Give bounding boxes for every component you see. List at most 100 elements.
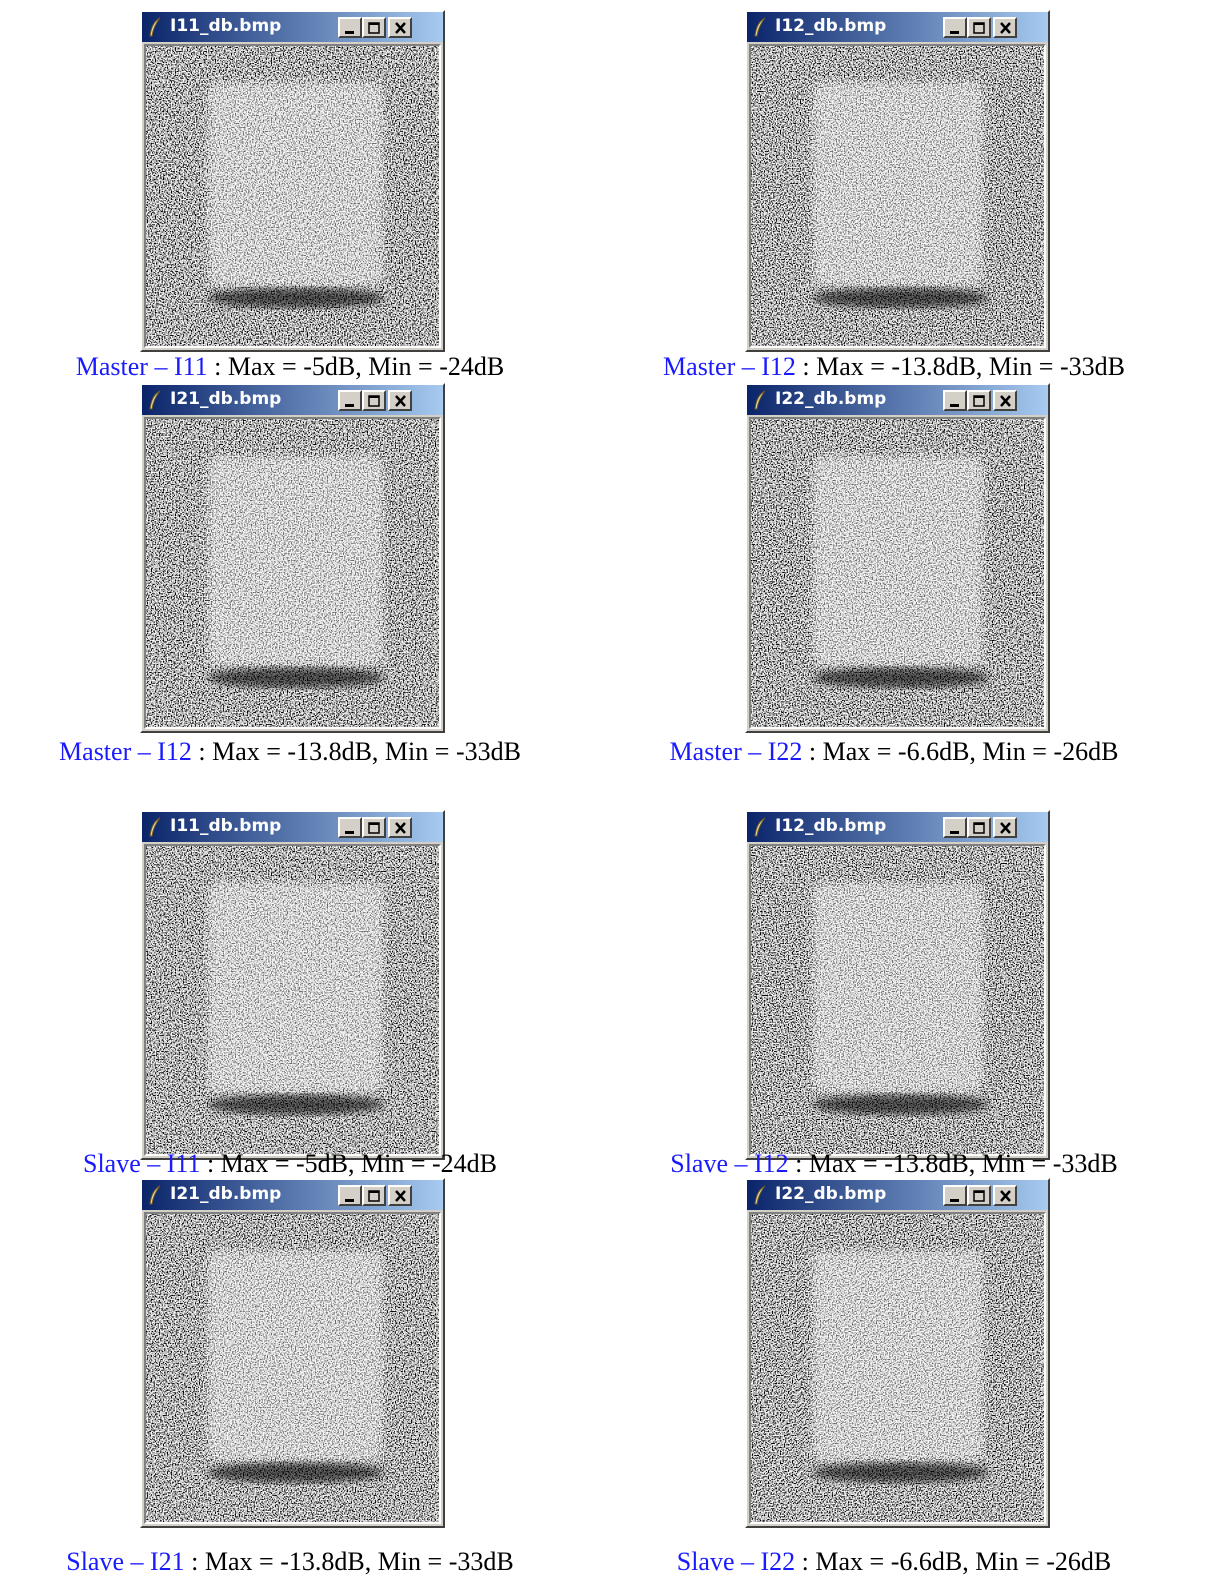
caption-text: : Max = -13.8dB, Min = -33dB [796,352,1125,381]
window-icon [753,817,767,837]
caption-text: : Max = -6.6dB, Min = -26dB [802,737,1118,766]
close-button[interactable] [388,817,412,838]
caption-label: Slave – I12 [670,1149,788,1178]
title-bar: I11_db.bmp [142,812,443,842]
minimize-button-glyph [340,19,360,36]
caption: Slave – I11 : Max = -5dB, Min = -24dB [0,1149,590,1179]
minimize-button-glyph [945,819,965,836]
caption-label: Master – I11 [76,352,208,381]
close-button[interactable] [388,17,412,38]
title-bar: I12_db.bmp [747,812,1048,842]
caption-label: Master – I12 [663,352,796,381]
window-icon [148,817,162,837]
window: I22_db.bmp [745,383,1050,733]
maximize-button-glyph [364,1187,384,1204]
maximize-button[interactable] [967,817,991,838]
window-icon [753,1185,767,1205]
minimize-button[interactable] [943,1185,967,1206]
maximize-button-glyph [969,19,989,36]
close-button-glyph [995,19,1015,36]
minimize-button-glyph [340,819,360,836]
close-button[interactable] [993,1185,1017,1206]
minimize-button-glyph [945,1187,965,1204]
maximize-button-glyph [969,1187,989,1204]
title-bar: I12_db.bmp [747,12,1048,42]
window-title: I12_db.bmp [775,816,886,836]
maximize-button-glyph [364,19,384,36]
window-title: I22_db.bmp [775,1184,886,1204]
window: I11_db.bmp [140,10,445,352]
caption: Slave – I12 : Max = -13.8dB, Min = -33dB [594,1149,1194,1179]
caption: Master – I11 : Max = -5dB, Min = -24dB [0,352,590,382]
window-title: I21_db.bmp [170,1184,281,1204]
close-button-glyph [995,1187,1015,1204]
maximize-button-glyph [969,392,989,409]
minimize-button-glyph [945,392,965,409]
minimize-button[interactable] [943,17,967,38]
noise-image [749,44,1046,348]
caption-text: : Max = -13.8dB, Min = -33dB [789,1149,1118,1178]
title-bar: I11_db.bmp [142,12,443,42]
window-title: I12_db.bmp [775,16,886,36]
maximize-button[interactable] [362,17,386,38]
close-button[interactable] [388,390,412,411]
window-icon [753,17,767,37]
caption-text: : Max = -5dB, Min = -24dB [200,1149,497,1178]
minimize-button-glyph [945,19,965,36]
close-button-glyph [390,1187,410,1204]
window: I11_db.bmp [140,810,445,1160]
close-button[interactable] [993,817,1017,838]
maximize-button[interactable] [362,817,386,838]
window-icon [148,390,162,410]
maximize-button[interactable] [967,390,991,411]
caption: Slave – I21 : Max = -13.8dB, Min = -33dB [0,1547,590,1577]
maximize-button[interactable] [967,17,991,38]
close-button-glyph [390,19,410,36]
caption-text: : Max = -5dB, Min = -24dB [208,352,505,381]
close-button[interactable] [388,1185,412,1206]
window-icon [148,17,162,37]
minimize-button[interactable] [338,17,362,38]
caption: Master – I12 : Max = -13.8dB, Min = -33d… [594,352,1194,382]
window: I22_db.bmp [745,1178,1050,1528]
close-button[interactable] [993,17,1017,38]
noise-image [144,44,441,348]
maximize-button[interactable] [967,1185,991,1206]
maximize-button[interactable] [362,390,386,411]
caption-text: : Max = -13.8dB, Min = -33dB [192,737,521,766]
close-button-glyph [390,392,410,409]
title-bar: I22_db.bmp [747,385,1048,415]
noise-image [144,844,441,1156]
caption-label: Slave – I22 [677,1547,795,1576]
maximize-button-glyph [364,819,384,836]
window: I12_db.bmp [745,10,1050,352]
window-icon [148,1185,162,1205]
noise-image [749,1212,1046,1524]
title-bar: I22_db.bmp [747,1180,1048,1210]
noise-image [144,1212,441,1524]
window-title: I11_db.bmp [170,16,281,36]
close-button-glyph [995,392,1015,409]
caption: Slave – I22 : Max = -6.6dB, Min = -26dB [594,1547,1194,1577]
noise-image [749,844,1046,1156]
close-button[interactable] [993,390,1017,411]
caption-text: : Max = -13.8dB, Min = -33dB [185,1547,514,1576]
minimize-button[interactable] [943,817,967,838]
window: I21_db.bmp [140,383,445,733]
close-button-glyph [995,819,1015,836]
minimize-button[interactable] [338,817,362,838]
window-title: I21_db.bmp [170,389,281,409]
minimize-button[interactable] [943,390,967,411]
minimize-button-glyph [340,392,360,409]
caption-label: Slave – I21 [66,1547,184,1576]
window: I21_db.bmp [140,1178,445,1528]
caption-label: Slave – I11 [83,1149,200,1178]
minimize-button[interactable] [338,390,362,411]
window: I12_db.bmp [745,810,1050,1160]
maximize-button[interactable] [362,1185,386,1206]
close-button-glyph [390,819,410,836]
title-bar: I21_db.bmp [142,385,443,415]
minimize-button[interactable] [338,1185,362,1206]
noise-image [749,417,1046,729]
caption-label: Master – I12 [59,737,192,766]
